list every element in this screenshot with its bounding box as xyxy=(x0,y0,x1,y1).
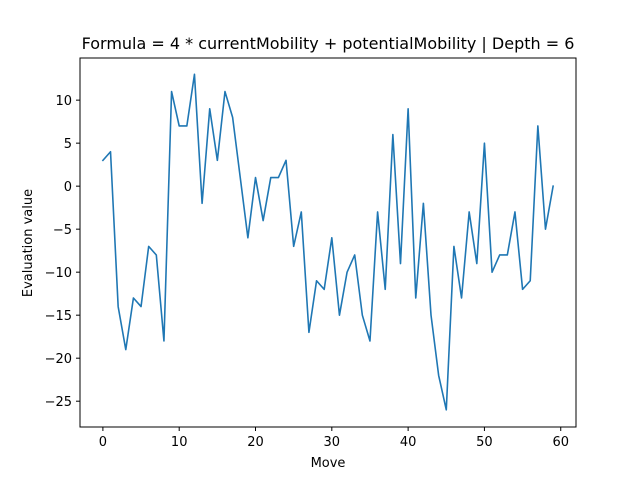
series-line xyxy=(101,73,555,411)
plot-area-frame xyxy=(79,57,577,428)
x-tick-label: 40 xyxy=(400,435,417,450)
x-tick-label: 60 xyxy=(552,435,569,450)
ticks-layer: 0 10 20 30 40 50 60 −25 −20 −15 −10 −5 0 5 10 xyxy=(45,94,569,450)
x-tick-label: 0 xyxy=(99,435,107,450)
y-tick-label: −5 xyxy=(53,223,72,238)
series-layer xyxy=(101,73,555,411)
y-tick-label: −20 xyxy=(45,352,72,367)
x-axis-label: Move xyxy=(311,456,346,471)
x-tick-label: 50 xyxy=(476,435,493,450)
x-tick-label: 30 xyxy=(324,435,341,450)
chart-title: Formula = 4 * currentMobility + potentia… xyxy=(82,34,575,53)
y-tick-label: −25 xyxy=(45,395,72,410)
x-tick-label: 20 xyxy=(247,435,264,450)
y-tick-label: −15 xyxy=(45,309,72,324)
y-tick-label: −10 xyxy=(45,266,72,281)
y-axis-label: Evaluation value xyxy=(21,189,36,297)
y-tick-label: 10 xyxy=(55,94,72,109)
x-tick-label: 10 xyxy=(171,435,188,450)
y-tick-label: 5 xyxy=(64,137,72,152)
y-tick-label: 0 xyxy=(64,180,72,195)
